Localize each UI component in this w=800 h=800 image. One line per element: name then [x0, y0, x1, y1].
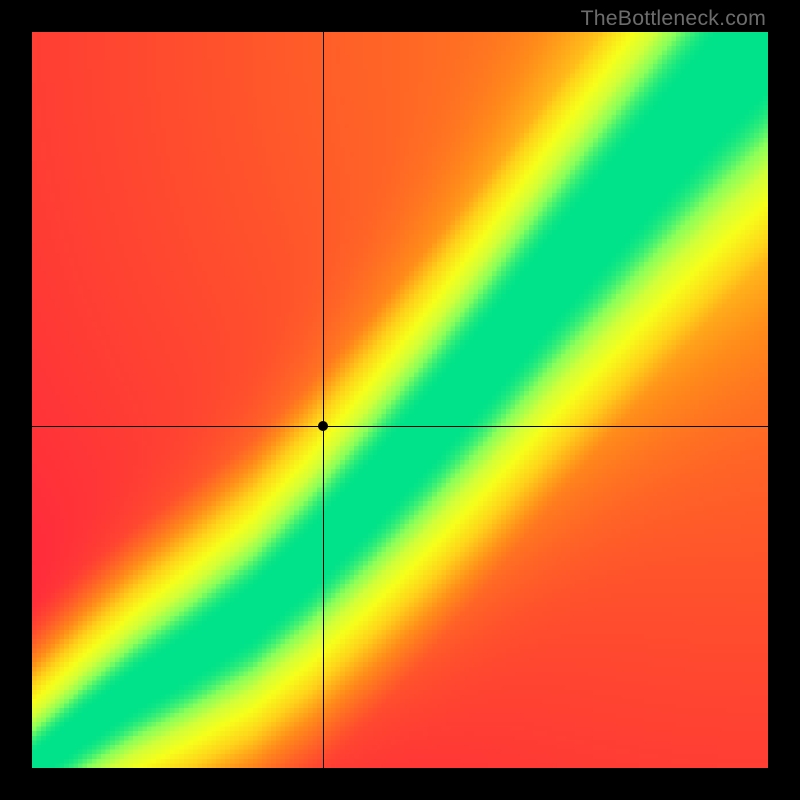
heatmap-canvas	[32, 32, 768, 768]
watermark-text: TheBottleneck.com	[581, 6, 766, 31]
chart-frame: TheBottleneck.com	[0, 0, 800, 800]
crosshair-horizontal	[32, 426, 768, 427]
plot-area	[32, 32, 768, 768]
data-point-marker	[318, 421, 328, 431]
crosshair-vertical	[323, 32, 324, 768]
